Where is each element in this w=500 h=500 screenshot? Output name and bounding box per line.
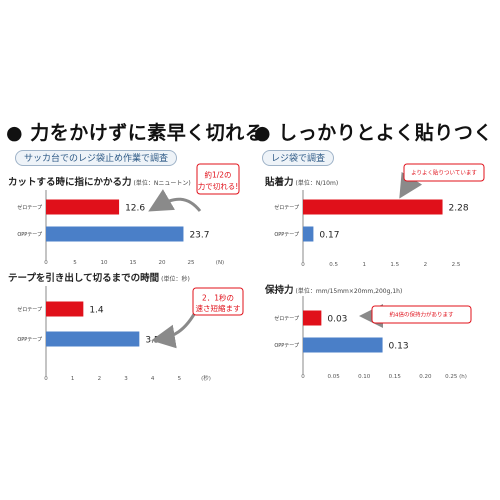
- chart-2-value-label: 3.5: [145, 336, 159, 346]
- chart-3-bar-1: [303, 199, 443, 215]
- chart-4-x-tick-label: 0.25 (h): [445, 374, 467, 380]
- chart-1-x-tick-label: 20: [159, 260, 166, 266]
- chart-1-x-tick-label: (N): [216, 260, 224, 266]
- chart-2-bar-2: [46, 331, 140, 347]
- chart-2-x-tick-label: 4: [151, 376, 155, 382]
- chart-3-value-label: 0.17: [319, 231, 339, 241]
- chart-4-category-label: ゼロテープ: [274, 315, 299, 322]
- chart-4-bar-1: [303, 310, 322, 326]
- chart-4-x-tick-label: 0: [301, 374, 305, 380]
- chart-2-title: テープを引き出して切るまでの時間 (単位：秒): [8, 270, 190, 284]
- chart-2-x-tick-label: (秒): [201, 374, 211, 382]
- chart-3-title: 貼着力 (単位：N/10m): [265, 174, 338, 188]
- chart-3-x-tick-label: 2.5: [452, 262, 461, 268]
- chart-4-callout-box: [371, 305, 472, 324]
- chart-1-bar-2: [46, 226, 184, 242]
- chart-1-bar-1: [46, 199, 120, 215]
- chart-3-callout-text: よりよく貼りついています: [411, 169, 477, 177]
- chart-1-callout-text: 約1/2の: [204, 170, 231, 180]
- chart-1-x-tick-label: 25: [188, 260, 195, 266]
- chart-1-x-tick-label: 5: [73, 260, 77, 266]
- chart-1-callout-text: 力で切れる!: [198, 181, 239, 191]
- chart-1-value-label: 23.7: [189, 231, 209, 241]
- chart-1-category-label: ゼロテープ: [17, 204, 42, 211]
- chart-4-x-tick-label: 0.10: [358, 374, 371, 380]
- chart-3-category-label: ゼロテープ: [274, 204, 299, 211]
- chart-4-title: 保持力 (単位：mm/15mm×20mm,200g,1h): [265, 282, 402, 296]
- chart-4-value-label: 0.13: [389, 342, 409, 352]
- chart-2-category-label: OPPテープ: [17, 337, 42, 343]
- chart-3-title-text: 貼着力: [265, 177, 294, 188]
- chart-2-unit: (単位：秒): [161, 276, 190, 283]
- chart-4-bar-2: [303, 337, 383, 353]
- chart-4-x-tick-label: 0.15: [389, 374, 402, 380]
- chart-2-x-tick-label: 1: [71, 376, 75, 382]
- chart-2-x-tick-label: 0: [44, 376, 48, 382]
- chart-3-x-tick-label: 2: [424, 262, 428, 268]
- chart-1-x-tick-label: 10: [101, 260, 108, 266]
- chart-3-unit: (単位：N/10m): [295, 180, 339, 187]
- right-survey-tag: レジ袋で調査: [262, 150, 335, 166]
- chart-1-callout-arrow: [148, 189, 202, 212]
- chart-2-x-tick-label: 5: [178, 376, 182, 382]
- right-heading: ● しっかりとよく貼りつく: [254, 122, 493, 144]
- chart-1-x-tick-label: 15: [130, 260, 137, 266]
- chart-1-value-label: 12.6: [125, 204, 145, 214]
- chart-4-x-tick-label: 0.20: [419, 374, 432, 380]
- chart-3-x-tick-label: 0: [301, 262, 305, 268]
- chart-1-callout-box: [196, 163, 240, 195]
- chart-2-callout-box: [192, 287, 244, 316]
- chart-4-x-tick-label: 0.05: [327, 374, 340, 380]
- chart-4-value-label: 0.03: [327, 315, 347, 325]
- chart-1-category-label: OPPテープ: [17, 232, 42, 238]
- chart-1-title-text: カットする時に指にかかる力: [8, 177, 132, 188]
- chart-2-x-tick-label: 3: [124, 376, 128, 382]
- chart-3-value-label: 2.28: [449, 204, 469, 214]
- chart-4-category-label: OPPテープ: [274, 343, 299, 349]
- chart-3-bar-2: [303, 226, 314, 242]
- left-survey-tag: サッカ台でのレジ袋止め作業で調査: [15, 150, 178, 166]
- chart-2-category-label: ゼロテープ: [17, 306, 42, 313]
- chart-4-title-text: 保持力: [265, 285, 294, 296]
- chart-2-callout-arrow: [151, 308, 199, 349]
- chart-2-callout-text: 2．1秒の: [202, 292, 234, 302]
- chart-2-bar-1: [46, 301, 84, 317]
- chart-1-title: カットする時に指にかかる力 (単位：Nニュートン): [8, 174, 191, 188]
- chart-2-value-label: 1.4: [89, 306, 104, 316]
- chart-2-title-text: テープを引き出して切るまでの時間: [8, 273, 160, 284]
- chart-3-x-tick-label: 0.5: [329, 262, 338, 268]
- chart-3-x-tick-label: 1: [362, 262, 366, 268]
- chart-4-unit: (単位：mm/15mm×20mm,200g,1h): [295, 288, 403, 295]
- chart-3-category-label: OPPテープ: [274, 232, 299, 238]
- chart-2-x-tick-label: 2: [98, 376, 102, 382]
- chart-1-x-tick-label: 0: [44, 260, 48, 266]
- chart-1-unit: (単位：Nニュートン): [133, 180, 191, 187]
- chart-3-x-tick-label: 1.5: [390, 262, 399, 268]
- chart-4-callout-text: 約4倍の保持力があります: [389, 311, 454, 319]
- chart-2-callout-text: 速さ短縮ます: [196, 303, 241, 313]
- chart-3-callout-box: [403, 163, 485, 182]
- left-heading: ● 力をかけずに素早く切れる: [6, 122, 265, 144]
